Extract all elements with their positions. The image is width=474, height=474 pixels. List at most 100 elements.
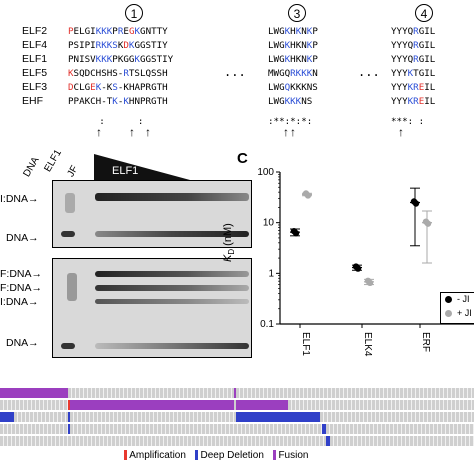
- arrow-up-icon: ↑: [129, 125, 135, 139]
- x-tick-label: ELF1: [300, 332, 311, 356]
- sequence-seg1: DCLGEK-KS-KHAPRGTH: [68, 82, 168, 93]
- sequence-seg1: PPAKCH-TK-KHNPRGTH: [68, 96, 168, 107]
- sequence-seg4: YYYQRGIL: [391, 54, 436, 65]
- motif-3-marker: 3: [288, 4, 306, 22]
- sequence-seg1: PSIPIRKKSKDKGGSTIY: [68, 40, 168, 51]
- fusion-label: Fusion: [278, 450, 309, 461]
- legend-marker-plus: [445, 310, 452, 317]
- y-axis-title: KD (nM): [222, 223, 237, 262]
- sample-cells: [0, 424, 68, 434]
- alteration-fusion: [0, 388, 68, 398]
- gel-image-top: [52, 180, 252, 248]
- data-point: [366, 279, 374, 287]
- protein-name: ELF4: [22, 39, 48, 51]
- elf1-wedge-label: ELF1: [112, 165, 139, 177]
- sequence-seg3: LWGKHKNKP: [268, 54, 318, 65]
- gel-label-dna-bottom: DNA→: [6, 337, 39, 349]
- sample-cells: [288, 400, 474, 410]
- data-point: [292, 229, 300, 237]
- alteration-deletion: [322, 424, 326, 434]
- alteration-deletion: [236, 412, 320, 422]
- alteration-fusion: [236, 400, 288, 410]
- amplification-label: Amplification: [129, 450, 186, 461]
- deletion-swatch: [194, 450, 198, 461]
- sequence-seg4: YYYKREIL: [391, 82, 436, 93]
- gel-label-complex-b3: I:DNA→: [0, 296, 39, 308]
- sequence-seg4: YYYKTGIL: [391, 68, 436, 79]
- elf1-gradient-wedge: [94, 154, 190, 180]
- arrow-up-icon: ↑: [145, 125, 151, 139]
- sample-cells: [14, 412, 68, 422]
- oncoprint-legend: Amplification Deep Deletion Fusion: [124, 450, 308, 461]
- sample-cells: [70, 424, 322, 434]
- alteration-deletion: [68, 412, 70, 422]
- deletion-label: Deep Deletion: [200, 450, 264, 461]
- lane-label-jf: JF: [65, 163, 81, 179]
- gel-label-complex-top: I:DNA→: [0, 193, 39, 205]
- protein-name: ELF5: [22, 67, 48, 79]
- data-point: [304, 192, 312, 199]
- sample-cells: [0, 400, 68, 410]
- sequence-seg1: KSQDCHSHS-RTSLQSSH: [68, 68, 168, 79]
- protein-name: ELF1: [22, 53, 48, 65]
- alteration-deletion: [0, 412, 14, 422]
- alteration-deletion: [68, 424, 70, 434]
- alteration-fusion: [70, 400, 234, 410]
- conservation-4: ***: :: [391, 116, 425, 127]
- sequence-seg3: LWGKKKNS: [268, 96, 313, 107]
- arrow-up-icon: ↑: [96, 125, 102, 139]
- protein-name: ELF3: [22, 81, 48, 93]
- alteration-fusion: [234, 388, 236, 398]
- panel-c-label: C: [237, 150, 248, 167]
- alteration-deletion: [326, 436, 330, 446]
- gel-label-complex-b2: F:DNA→: [0, 282, 42, 294]
- sample-cells: [68, 388, 234, 398]
- sequence-seg3: MWGQRKKKN: [268, 68, 318, 79]
- sample-cells: [320, 412, 474, 422]
- sequence-seg3: LWGKHKNKP: [268, 26, 318, 37]
- motif-1-marker: 1: [125, 4, 143, 22]
- sample-cells: [0, 436, 326, 446]
- protein-name: EHF: [22, 95, 43, 107]
- sequence-seg3: LWGKHKNKP: [268, 40, 318, 51]
- data-point: [354, 265, 362, 272]
- fusion-swatch: [272, 450, 276, 461]
- sequence-seg1: PELGIKKKPREGKGNTTY: [68, 26, 168, 37]
- conservation-3: :**:*:*:: [268, 116, 313, 127]
- sample-cells: [326, 424, 474, 434]
- y-tick-label: 100: [257, 167, 274, 178]
- arrow-up-icon: ↑: [283, 125, 289, 139]
- sequence-seg4: YYYQRGIL: [391, 40, 436, 51]
- gel-image-bottom: [52, 258, 252, 358]
- arrow-up-icon: ↑: [290, 125, 296, 139]
- conservation-1: : :: [66, 116, 144, 127]
- sequence-seg1: PNISVKKKPKGGKGGSTIY: [68, 54, 174, 65]
- lane-label-elf1: ELF1: [42, 147, 64, 174]
- gel-label-complex-b1: F:DNA→: [0, 268, 42, 280]
- sequence-seg4: YYYQRGIL: [391, 26, 436, 37]
- x-tick-label: ELK4: [362, 332, 373, 357]
- sample-cells: [70, 412, 236, 422]
- motif-4-marker: 4: [415, 4, 433, 22]
- sample-cells: [236, 388, 474, 398]
- x-tick-label: ERF: [420, 332, 431, 352]
- sequence-seg4: YYYKREIL: [391, 96, 436, 107]
- gel-label-dna-top: DNA→: [6, 232, 39, 244]
- data-point: [424, 220, 432, 227]
- sample-cells: [330, 436, 474, 446]
- legend-label-plus: + JI: [457, 308, 472, 318]
- y-tick-label: 0.1: [260, 319, 274, 330]
- ellipsis-2: ...: [358, 65, 380, 79]
- y-tick-label: 10: [263, 218, 275, 229]
- amplification-swatch: [124, 450, 127, 461]
- sequence-seg3: LWGQKKKNS: [268, 82, 318, 93]
- legend-marker-minus: [445, 296, 452, 303]
- chart-legend: - JI + JI: [440, 292, 474, 324]
- ellipsis-1: ...: [224, 65, 246, 79]
- arrow-up-icon: ↑: [398, 125, 404, 139]
- y-tick-label: 1: [268, 268, 274, 279]
- data-point: [412, 200, 420, 207]
- protein-name: ELF2: [22, 25, 48, 37]
- lane-label-dna: DNA: [21, 155, 42, 179]
